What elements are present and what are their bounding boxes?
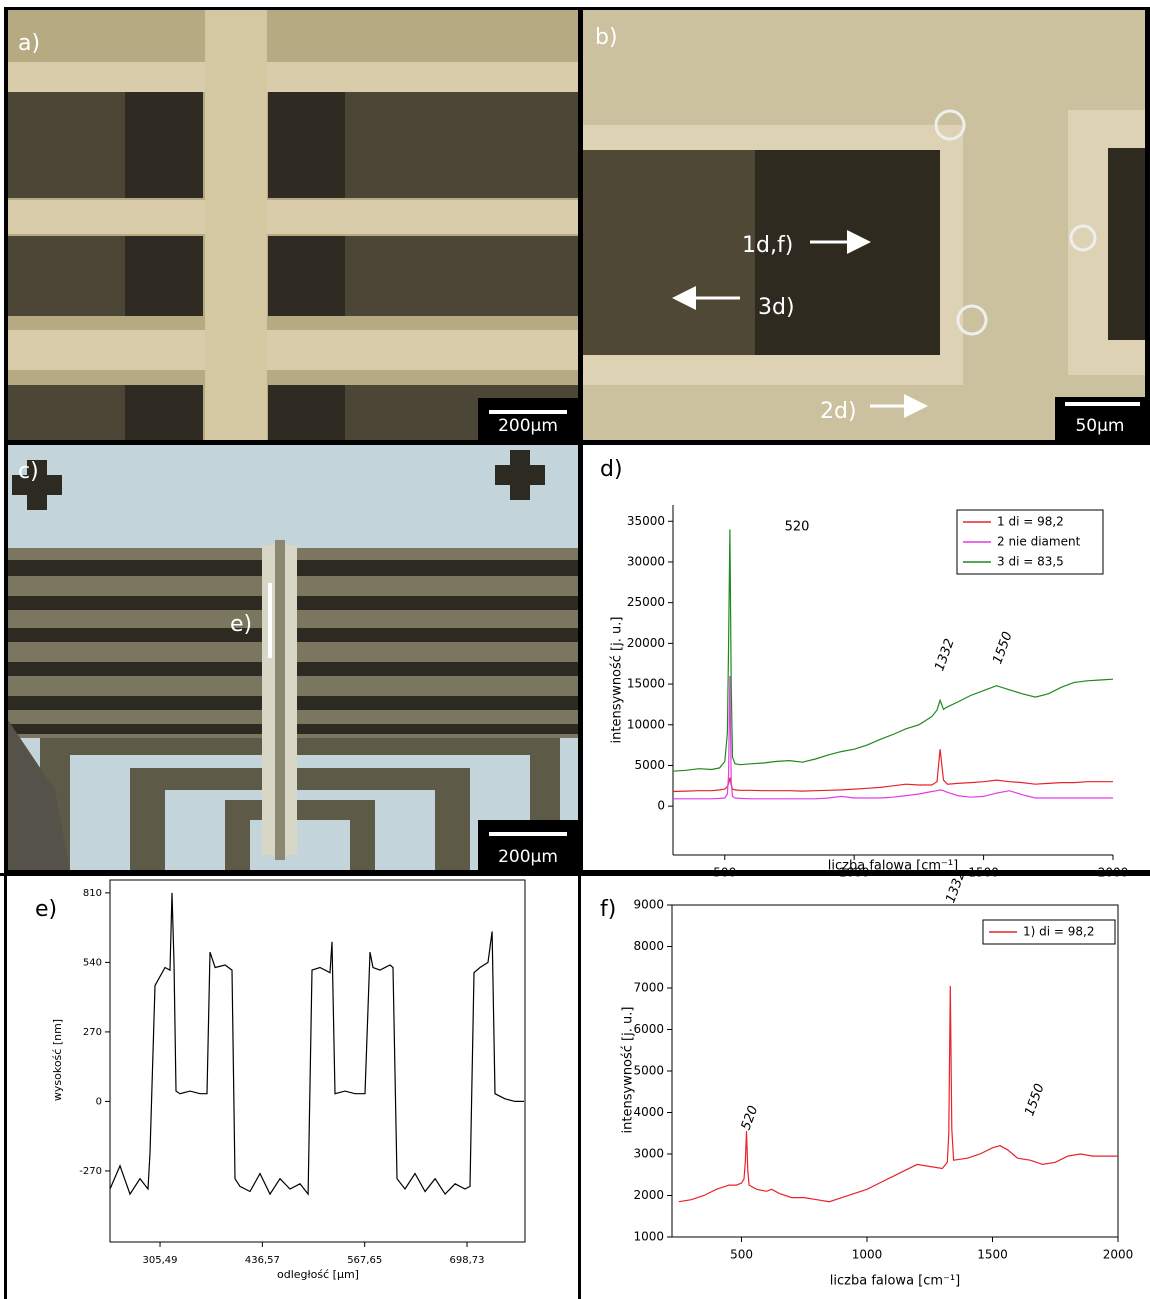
panel-label: a) <box>18 31 40 56</box>
data-line <box>672 529 1114 772</box>
y-tick-label: 3000 <box>633 1147 664 1161</box>
x-tick-label: 436,57 <box>245 1255 280 1266</box>
y-tick-label: 4000 <box>633 1105 664 1119</box>
data-line <box>673 675 1113 800</box>
photo-a: a) 200µm <box>8 10 578 440</box>
y-axis-label: intensywność [j. u.] <box>610 617 625 744</box>
x-tick-label: 1000 <box>839 866 870 880</box>
scale-bar-label: 200µm <box>498 416 558 436</box>
y-tick-label: 2000 <box>633 1188 664 1202</box>
y-tick-label: 6000 <box>633 1022 664 1036</box>
peak-annotation: 520 <box>785 520 810 535</box>
y-tick-label: 7000 <box>633 981 664 995</box>
plot-frame <box>109 879 526 1243</box>
x-tick-label: 2000 <box>1103 1248 1134 1262</box>
arrow-label: 1d,f) <box>742 233 793 258</box>
y-tick-label: 540 <box>83 957 102 968</box>
y-tick-label: 35000 <box>627 514 665 528</box>
y-tick-label: 0 <box>657 799 665 813</box>
y-tick-label: 15000 <box>627 677 665 691</box>
panel-label: d) <box>600 457 623 482</box>
line-marker-label: e) <box>230 612 252 637</box>
x-tick-label: 500 <box>730 1248 753 1262</box>
y-axis-label: wysokość [nm] <box>51 1019 64 1101</box>
y-tick-label: 8000 <box>633 939 664 953</box>
arrow-label: 2d) <box>820 399 857 424</box>
x-tick-label: 1500 <box>968 866 999 880</box>
y-tick-label: 0 <box>96 1096 102 1107</box>
x-tick-label: 305,49 <box>143 1255 178 1266</box>
y-tick-label: 30000 <box>627 554 665 568</box>
legend-label: 3 di = 83,5 <box>997 555 1064 569</box>
photo-b: b) 1d,f) 3d) 2d) 50µm <box>583 10 1145 440</box>
panel-label: b) <box>595 25 618 50</box>
x-axis-label: liczba falowa [cm⁻¹] <box>828 859 958 874</box>
y-axis-label: intensywność [j. u.] <box>621 1007 636 1134</box>
y-tick-label: 5000 <box>634 758 665 772</box>
data-line <box>672 749 1113 793</box>
peak-annotation: 520 <box>739 1104 762 1132</box>
scale-bar-label: 200µm <box>498 847 558 867</box>
x-tick-label: 698,73 <box>450 1255 485 1266</box>
y-tick-label: 5000 <box>633 1064 664 1078</box>
panel-label: c) <box>18 459 39 484</box>
divider <box>578 873 581 1299</box>
panel-label: e) <box>35 897 57 922</box>
x-tick-label: 1000 <box>852 1248 883 1262</box>
y-tick-label: 9000 <box>633 898 664 912</box>
divider <box>4 873 7 1299</box>
y-tick-label: 810 <box>83 888 102 899</box>
y-tick-label: -270 <box>79 1166 102 1177</box>
x-tick-label: 1500 <box>977 1248 1008 1262</box>
x-tick-label: 2000 <box>1098 866 1129 880</box>
y-tick-label: 1000 <box>633 1230 664 1244</box>
x-tick-label: 500 <box>713 866 736 880</box>
photo-c: c) e) 200µm <box>8 445 578 870</box>
x-axis-label: liczba falowa [cm⁻¹] <box>830 1274 960 1289</box>
scale-bar-label: 50µm <box>1075 416 1124 436</box>
legend-label: 1 di = 98,2 <box>997 515 1064 529</box>
data-line <box>678 985 1118 1203</box>
legend-label: 2 nie diament <box>997 535 1081 549</box>
peak-annotation: 1550 <box>1022 1082 1047 1118</box>
plot-frame <box>671 904 1119 1238</box>
y-tick-label: 25000 <box>627 595 665 609</box>
y-tick-label: 270 <box>83 1027 102 1038</box>
y-tick-label: 20000 <box>627 636 665 650</box>
divider <box>0 873 1150 876</box>
panel-label: f) <box>600 897 616 922</box>
x-tick-label: 567,65 <box>347 1255 382 1266</box>
legend-label: 1) di = 98,2 <box>1023 925 1094 939</box>
x-axis-label: odległość [µm] <box>277 1268 359 1281</box>
arrow-label: 3d) <box>758 295 795 320</box>
data-line <box>109 892 524 1196</box>
y-tick-label: 10000 <box>627 717 665 731</box>
